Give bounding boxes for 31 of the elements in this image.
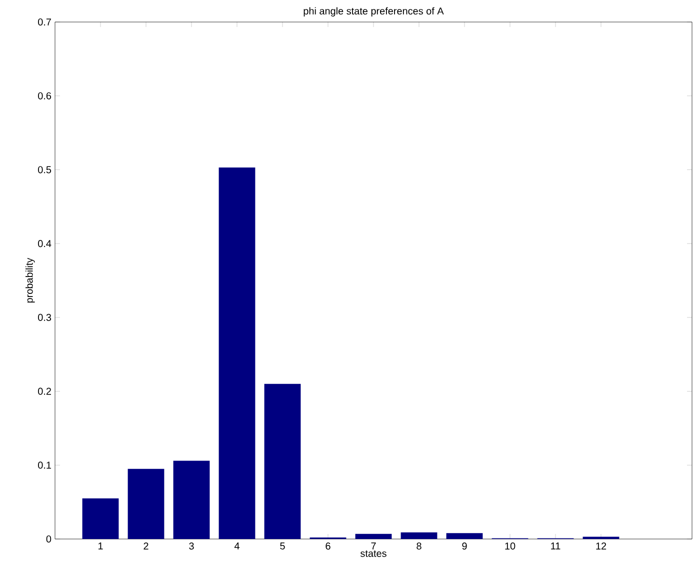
bar: [128, 468, 164, 539]
y-tick-label: 0.1: [38, 462, 51, 469]
y-tick-label: 0.3: [38, 314, 52, 321]
bar: [82, 498, 119, 539]
x-tick-label: 7: [371, 542, 376, 550]
y-tick-label: 0.7: [38, 18, 51, 26]
y-tick-label: 0.6: [38, 92, 52, 100]
y-tick-label: 0: [46, 535, 52, 543]
y-tick-label: 0.5: [38, 166, 52, 174]
x-tick-label: 4: [234, 542, 240, 550]
y-tick-label: 0.2: [38, 388, 51, 395]
bar: [173, 460, 210, 539]
x-tick-label: 5: [280, 542, 285, 550]
chart-title: phi angle state preferences of A: [304, 7, 444, 16]
y-tick-label: 0.4: [38, 240, 52, 248]
x-tick-label: 3: [189, 542, 194, 550]
bar: [218, 167, 256, 539]
x-tick-label: 8: [416, 542, 422, 550]
x-tick-label: 9: [462, 542, 467, 550]
x-axis-title: states: [360, 550, 386, 557]
bar: [264, 384, 301, 539]
x-tick-label: 1: [98, 542, 103, 550]
x-tick-label: 10: [505, 542, 516, 550]
x-tick-label: 11: [551, 542, 560, 550]
bar: [355, 534, 392, 539]
x-tick-label: 2: [144, 542, 148, 550]
bar: [446, 533, 483, 539]
y-axis-title: probability: [26, 258, 35, 303]
bar: [400, 532, 438, 539]
x-tick-label: 12: [596, 542, 606, 550]
x-tick-label: 6: [326, 542, 330, 550]
